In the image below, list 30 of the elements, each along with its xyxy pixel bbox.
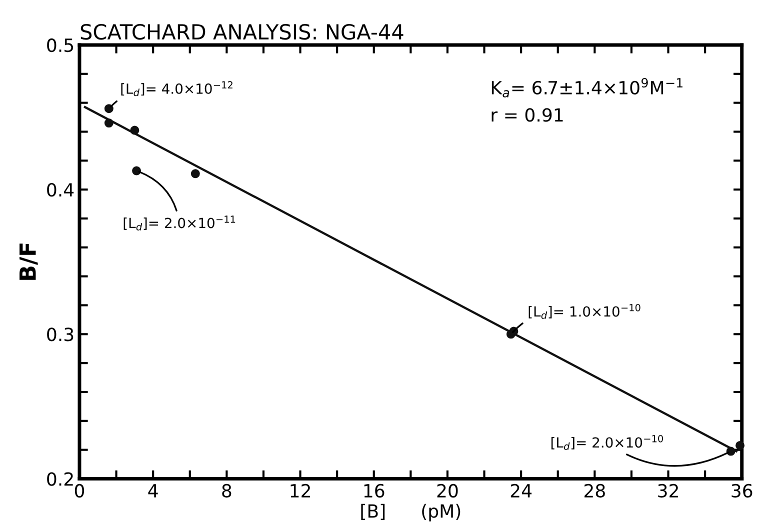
annotation: [L$_{d}$]= 2.0×10$^{−10}$ xyxy=(551,434,663,450)
x-tick-label: 8 xyxy=(222,484,232,498)
x-tick-label: 36 xyxy=(732,484,752,498)
annotation: [L$_{d}$]= 4.0×10$^{−12}$ xyxy=(121,81,232,96)
x-tick-label: 4 xyxy=(148,484,158,498)
x-tick-label: 0 xyxy=(74,484,84,498)
point xyxy=(104,118,114,128)
x-axis-title: [B] (pM) xyxy=(361,504,460,522)
annotation: [L$_{d}$]= 2.0×10$^{−11}$ xyxy=(124,216,236,230)
annotation: [L$_{d}$]= 1.0×10$^{−10}$ xyxy=(528,304,640,319)
point xyxy=(190,169,200,178)
x-tick-label: 12 xyxy=(290,484,310,498)
x-tick-label: 16 xyxy=(364,484,384,498)
x-tick-label: 32 xyxy=(658,484,678,498)
y-axis-title: B/F xyxy=(20,244,38,280)
point xyxy=(726,446,736,456)
y-tick-label: 0.2 xyxy=(47,472,73,486)
point xyxy=(736,440,745,450)
x-tick-label: 28 xyxy=(584,484,605,498)
y-tick-label: 0.3 xyxy=(47,328,74,342)
annotation: r = 0.91 xyxy=(492,108,563,122)
x-tick-label: 20 xyxy=(437,484,458,498)
point xyxy=(132,166,142,176)
point xyxy=(130,126,140,135)
y-tick-label: 0.5 xyxy=(47,38,74,52)
x-tick-label: 24 xyxy=(510,484,532,498)
chart-title: SCATCHARD ANALYSIS: NGA-44 xyxy=(80,24,404,40)
point xyxy=(104,104,114,114)
annotation: K$_{a}$= 6.7±1.4×10$^{9}$M$^{−1}$ xyxy=(492,78,682,98)
y-tick-label: 0.4 xyxy=(47,183,74,197)
